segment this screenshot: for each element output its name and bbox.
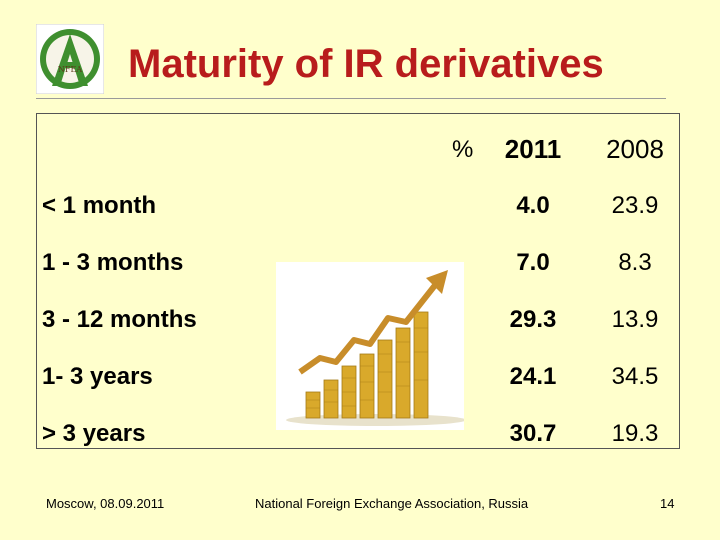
value-2008: 34.5 (611, 363, 659, 390)
value-2008: 19.3 (611, 420, 659, 447)
footer-date: Moscow, 08.09.2011 (46, 496, 165, 511)
value-2008: 8.3 (618, 249, 652, 276)
value-2011: 24.1 (509, 363, 557, 390)
value-2011: 7.0 (516, 249, 550, 276)
row-label-1-3-months: 1 - 3 months (42, 249, 184, 276)
col-header-2008: 2008 (606, 134, 664, 164)
value-2008: 13.9 (611, 306, 659, 333)
row-label-1-3-years: 1- 3 years (42, 363, 153, 390)
row-label-3-12-months: 3 - 12 months (42, 306, 197, 333)
value-2008: 23.9 (611, 192, 659, 219)
coin-stacks-growth-image (276, 262, 466, 430)
value-2011: 4.0 (516, 192, 550, 219)
row-label-gt-3-years: > 3 years (42, 420, 146, 447)
row-label-lt-1-month: < 1 month (42, 192, 157, 219)
value-2011: 29.3 (509, 306, 557, 333)
maturity-table (36, 113, 680, 449)
nfea-logo: NFEA (35, 23, 105, 95)
svg-text:NFEA: NFEA (58, 65, 82, 74)
unit-label: % (452, 136, 474, 163)
value-2011: 30.7 (509, 420, 557, 447)
title-divider (36, 98, 666, 99)
footer-organization: National Foreign Exchange Association, R… (255, 496, 529, 511)
growth-arrow-icon (276, 262, 466, 430)
logo-icon: NFEA (35, 23, 105, 95)
page-title: Maturity of IR derivatives (128, 42, 604, 86)
page-number: 14 (660, 496, 675, 511)
col-header-2011: 2011 (504, 134, 562, 164)
